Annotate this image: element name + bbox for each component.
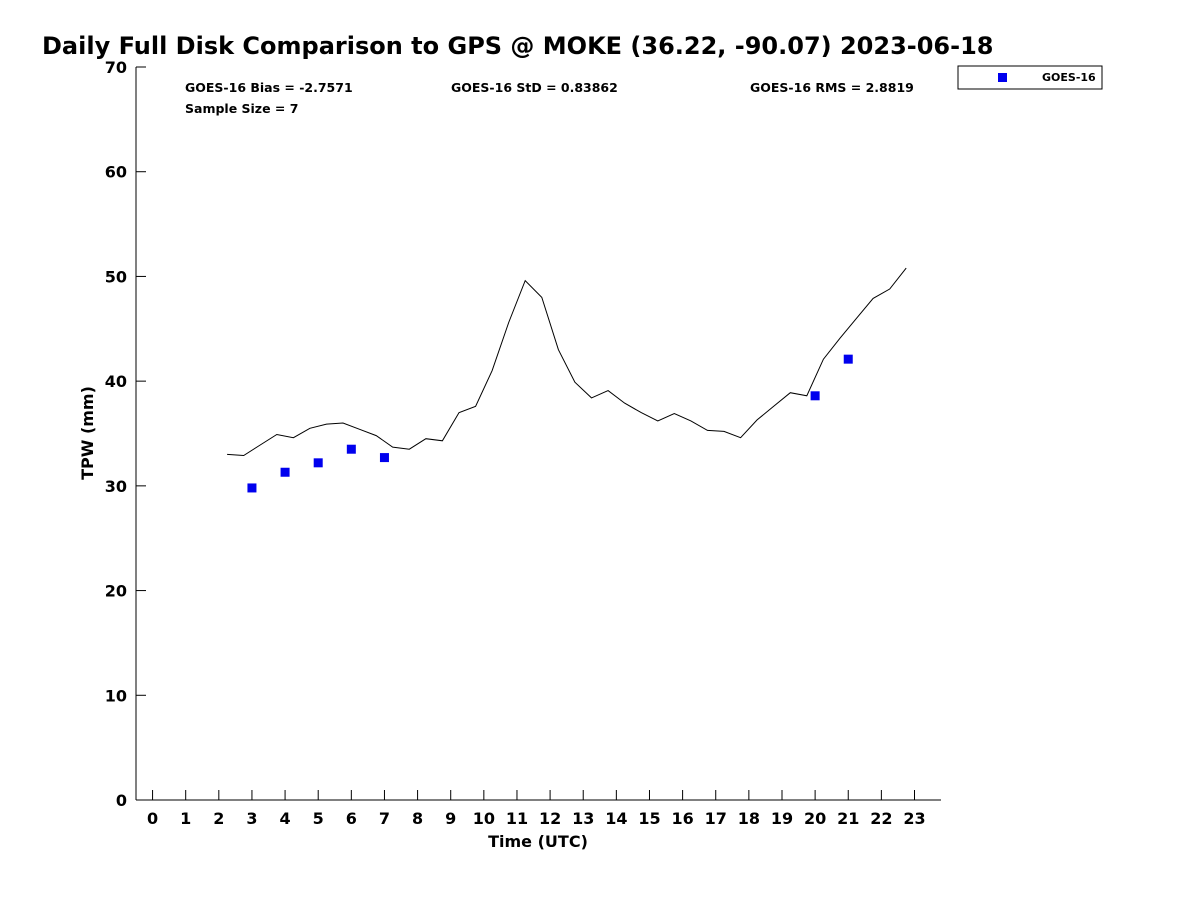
y-tick-label: 30 — [105, 477, 127, 496]
x-tick-label: 3 — [246, 809, 257, 828]
x-tick-label: 23 — [903, 809, 925, 828]
sample-size-annotation: Sample Size = 7 — [185, 101, 298, 116]
chart-title: Daily Full Disk Comparison to GPS @ MOKE… — [42, 32, 993, 60]
legend-box — [957, 65, 1103, 90]
x-tick-label: 13 — [572, 809, 594, 828]
x-tick-label: 0 — [147, 809, 158, 828]
legend-marker-goes-16 — [998, 73, 1007, 82]
x-tick-label: 8 — [412, 809, 423, 828]
x-tick-label: 14 — [605, 809, 627, 828]
x-tick-label: 2 — [213, 809, 224, 828]
y-tick-label: 0 — [116, 791, 127, 810]
x-tick-label: 1 — [180, 809, 191, 828]
gps-series — [227, 267, 907, 457]
legend: GOES-16 — [957, 65, 1103, 90]
goes-16-point — [346, 444, 356, 454]
goes-16-point — [843, 354, 853, 364]
x-tick-label: 4 — [280, 809, 291, 828]
gps-line — [227, 267, 907, 457]
x-tick-label: 22 — [870, 809, 892, 828]
x-tick-label: 5 — [313, 809, 324, 828]
x-tick-label: 19 — [771, 809, 793, 828]
x-tick-label: 11 — [506, 809, 528, 828]
goes-16-series — [247, 354, 853, 493]
goes-16-point — [810, 391, 820, 401]
x-tick-label: 16 — [671, 809, 693, 828]
y-tick-label: 70 — [105, 58, 127, 77]
legend-label-goes-16: GOES-16 — [1042, 71, 1096, 84]
x-tick-label: 10 — [473, 809, 495, 828]
x-tick-label: 18 — [738, 809, 760, 828]
x-tick-label: 12 — [539, 809, 561, 828]
y-tick-label: 20 — [105, 582, 127, 601]
x-axis-label: Time (UTC) — [488, 832, 588, 851]
goes-16-point — [280, 467, 290, 477]
x-tick-label: 9 — [445, 809, 456, 828]
x-tick-label: 7 — [379, 809, 390, 828]
goes-16-point — [313, 458, 323, 468]
x-tick-label: 15 — [638, 809, 660, 828]
x-tick-label: 21 — [837, 809, 859, 828]
std-annotation: GOES-16 StD = 0.83862 — [451, 80, 618, 95]
y-tick-label: 10 — [105, 686, 127, 705]
y-tick-label: 40 — [105, 372, 127, 391]
x-tick-label: 20 — [804, 809, 826, 828]
goes-16-point — [379, 453, 389, 463]
goes-16-point — [247, 483, 257, 493]
bias-annotation: GOES-16 Bias = -2.7571 — [185, 80, 353, 95]
y-tick-label: 60 — [105, 163, 127, 182]
y-axis-label: TPW (mm) — [78, 386, 97, 480]
x-tick-label: 6 — [346, 809, 357, 828]
x-tick-label: 17 — [705, 809, 727, 828]
rms-annotation: GOES-16 RMS = 2.8819 — [750, 80, 914, 95]
y-tick-label: 50 — [105, 267, 127, 286]
